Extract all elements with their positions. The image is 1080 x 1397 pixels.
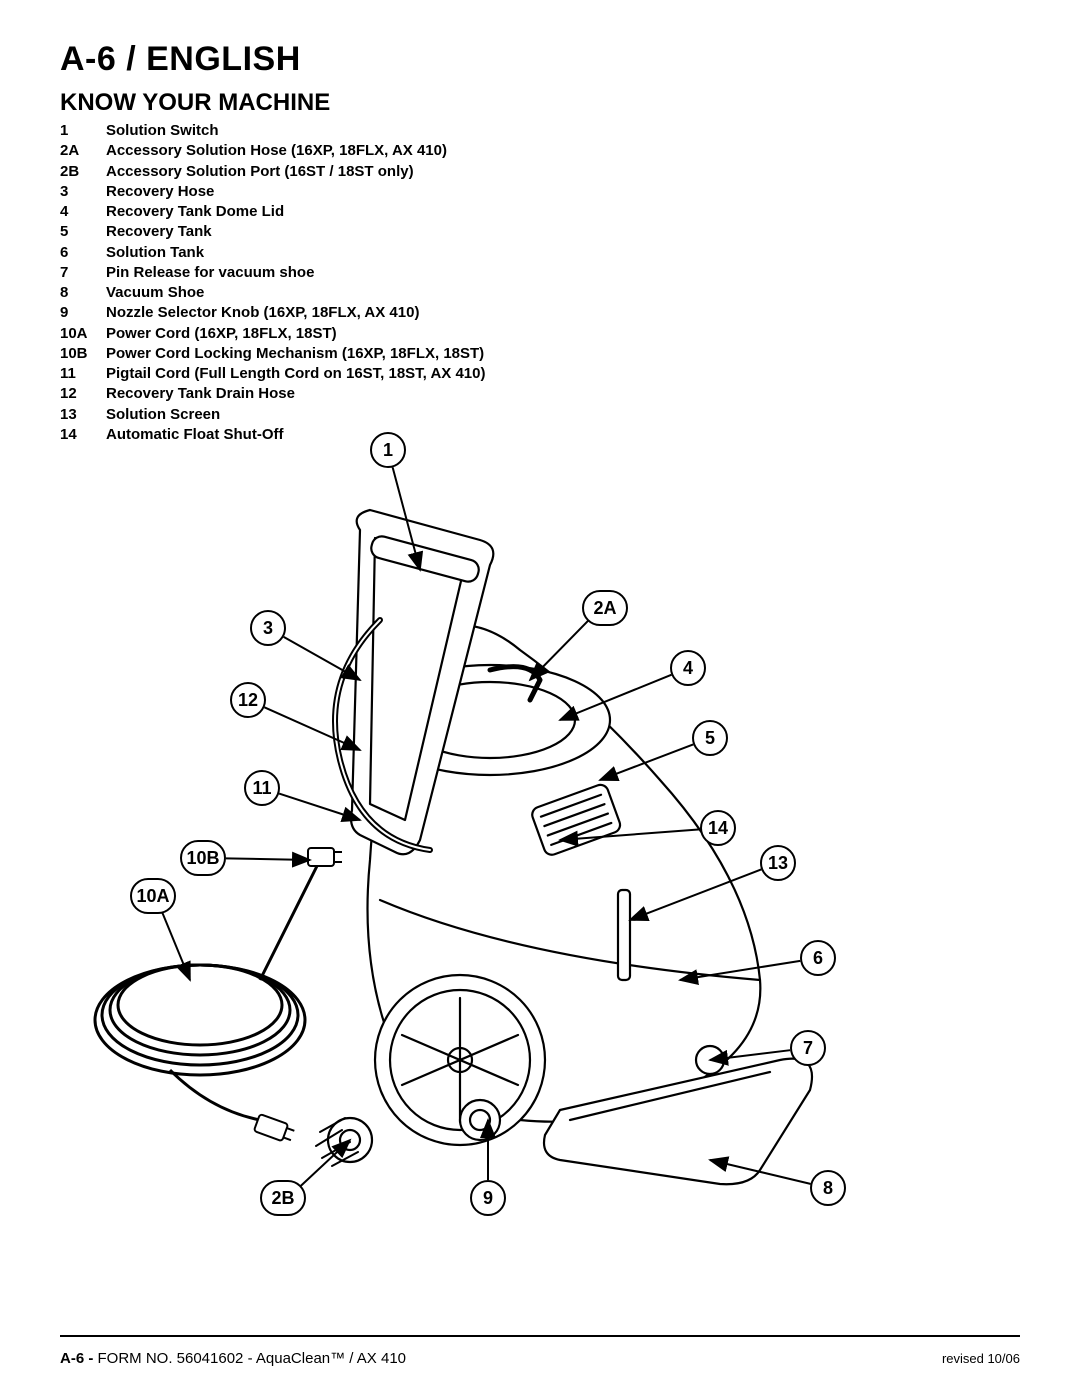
part-description: Nozzle Selector Knob (16XP, 18FLX, AX 41… [106,303,1020,323]
part-number: 9 [60,303,106,323]
callout-bubble-9: 9 [470,1180,506,1216]
callout-bubble-3: 3 [250,610,286,646]
footer-form: FORM NO. 56041602 - AquaClean™ / AX 410 [98,1350,407,1367]
part-number: 10B [60,344,106,364]
parts-list-row: 7Pin Release for vacuum shoe [60,263,1020,283]
parts-list-row: 2BAccessory Solution Port (16ST / 18ST o… [60,162,1020,182]
part-description: Recovery Tank Dome Lid [106,202,1020,222]
parts-list: 1Solution Switch2AAccessory Solution Hos… [60,121,1020,445]
part-number: 8 [60,283,106,303]
part-description: Power Cord (16XP, 18FLX, 18ST) [106,324,1020,344]
parts-list-row: 5Recovery Tank [60,222,1020,242]
parts-list-row: 1Solution Switch [60,121,1020,141]
section-title: KNOW YOUR MACHINE [60,89,1020,117]
callout-bubble-1: 1 [370,432,406,468]
part-description: Accessory Solution Port (16ST / 18ST onl… [106,162,1020,182]
callout-leader-12 [264,707,360,750]
part-description: Pin Release for vacuum shoe [106,263,1020,283]
part-description: Solution Tank [106,243,1020,263]
parts-list-row: 3Recovery Hose [60,182,1020,202]
callout-bubble-11: 11 [244,770,280,806]
callout-leader-11 [279,794,360,820]
callout-bubble-10b: 10B [180,840,226,876]
part-description: Accessory Solution Hose (16XP, 18FLX, AX… [106,141,1020,161]
footer-rule [60,1335,1020,1337]
part-number: 1 [60,121,106,141]
callout-bubble-13: 13 [760,845,796,881]
part-description: Recovery Tank Drain Hose [106,384,1020,404]
page-header: A-6 / ENGLISH [60,40,1020,79]
callout-bubble-8: 8 [810,1170,846,1206]
diagram-area: 1 2A 4 5 14 13 6 7 8 9 2B 3 12 11 10B10A [60,420,1020,1280]
part-number: 3 [60,182,106,202]
part-description: Recovery Hose [106,182,1020,202]
parts-list-row: 2AAccessory Solution Hose (16XP, 18FLX, … [60,141,1020,161]
part-number: 12 [60,384,106,404]
callout-leader-2b [300,1140,350,1186]
parts-list-row: 10APower Cord (16XP, 18FLX, 18ST) [60,324,1020,344]
parts-list-row: 6Solution Tank [60,243,1020,263]
callout-leader-2a [530,620,588,680]
part-description: Pigtail Cord (Full Length Cord on 16ST, … [106,364,1020,384]
part-description: Solution Switch [106,121,1020,141]
parts-list-row: 12Recovery Tank Drain Hose [60,384,1020,404]
callout-bubble-4: 4 [670,650,706,686]
parts-list-row: 11Pigtail Cord (Full Length Cord on 16ST… [60,364,1020,384]
page-footer: A-6 - FORM NO. 56041602 - AquaClean™ / A… [60,1350,1020,1367]
footer-page-ref: A-6 - [60,1350,98,1367]
part-number: 11 [60,364,106,384]
callout-bubble-7: 7 [790,1030,826,1066]
parts-list-row: 9Nozzle Selector Knob (16XP, 18FLX, AX 4… [60,303,1020,323]
part-description: Recovery Tank [106,222,1020,242]
parts-list-row: 4Recovery Tank Dome Lid [60,202,1020,222]
callout-bubble-12: 12 [230,682,266,718]
part-description: Power Cord Locking Mechanism (16XP, 18FL… [106,344,1020,364]
parts-list-row: 8Vacuum Shoe [60,283,1020,303]
callout-bubble-2a: 2A [582,590,628,626]
callout-bubble-6: 6 [800,940,836,976]
callout-bubble-10a: 10A [130,878,176,914]
part-number: 4 [60,202,106,222]
callout-bubble-5: 5 [692,720,728,756]
callout-bubble-14: 14 [700,810,736,846]
parts-list-row: 10BPower Cord Locking Mechanism (16XP, 1… [60,344,1020,364]
part-number: 5 [60,222,106,242]
part-number: 2A [60,141,106,161]
callout-bubble-2b: 2B [260,1180,306,1216]
footer-revised: revised 10/06 [942,1351,1020,1366]
part-number: 6 [60,243,106,263]
part-number: 7 [60,263,106,283]
callout-leader-10b [226,858,310,860]
part-number: 10A [60,324,106,344]
part-number: 2B [60,162,106,182]
part-description: Vacuum Shoe [106,283,1020,303]
